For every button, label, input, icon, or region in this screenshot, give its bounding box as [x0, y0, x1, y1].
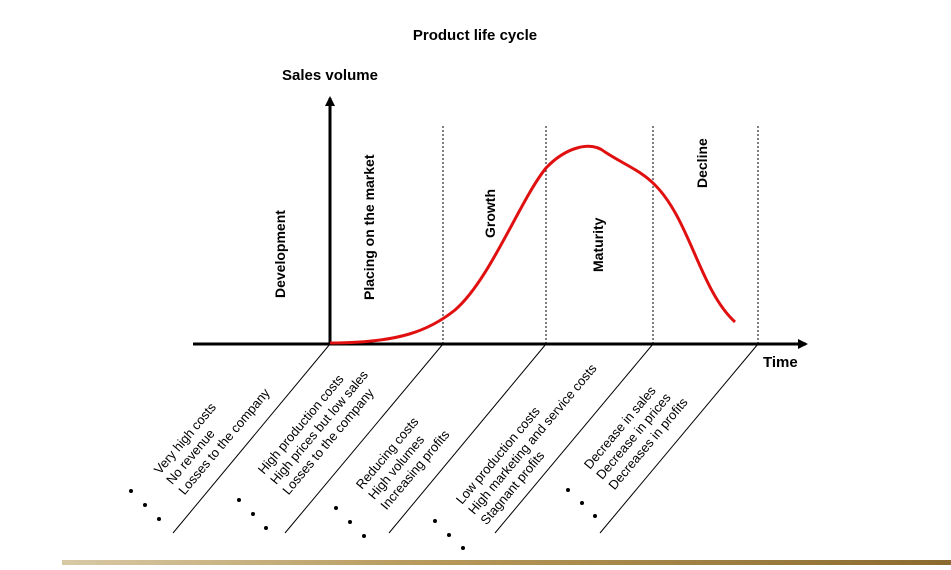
life-cycle-curve [329, 144, 737, 345]
notes-maturity: Low production costs High marketing and … [453, 361, 600, 528]
bullet-dot [593, 514, 597, 518]
notes-development: Very high costs No revenue Losses to the… [151, 385, 273, 497]
ray-maturity [494, 343, 654, 534]
ray-decline [599, 343, 759, 534]
note-line: High marketing and service costs [465, 361, 600, 518]
bullet-dot [251, 512, 255, 516]
notes-decline: Decrease in sales Decrease in prices Dec… [581, 383, 691, 493]
bullet-dot [129, 489, 133, 493]
phase-label-placing: Placing on the market [361, 154, 377, 300]
bullet-dots [129, 488, 597, 550]
y-axis-label: Sales volume [282, 67, 378, 84]
phase-label-maturity: Maturity [590, 217, 606, 272]
diagram-title: Product life cycle [413, 27, 537, 44]
bullet-dot [143, 503, 147, 507]
bullet-dot [237, 498, 241, 502]
bullet-dot [348, 520, 352, 524]
ray-development [172, 343, 331, 534]
bullet-dot [447, 533, 451, 537]
bullet-dot [433, 519, 437, 523]
bullet-dot [157, 517, 161, 521]
notes-growth: Reducing costs High volumes Increasing p… [353, 414, 453, 513]
ray-placing [284, 343, 444, 534]
bullet-dot [580, 501, 584, 505]
phase-label-growth: Growth [482, 189, 498, 238]
bullet-dot [264, 526, 268, 530]
phase-label-decline: Decline [694, 138, 710, 188]
ray-growth [388, 343, 547, 534]
bullet-dot [334, 506, 338, 510]
x-axis-label: Time [763, 354, 798, 371]
bullet-dot [362, 534, 366, 538]
bullet-dot [461, 546, 465, 550]
bullet-dot [566, 488, 570, 492]
phase-label-development: Development [272, 210, 288, 298]
footer-accent-bar [62, 560, 951, 565]
note-line: High prices but low sales [267, 367, 371, 487]
